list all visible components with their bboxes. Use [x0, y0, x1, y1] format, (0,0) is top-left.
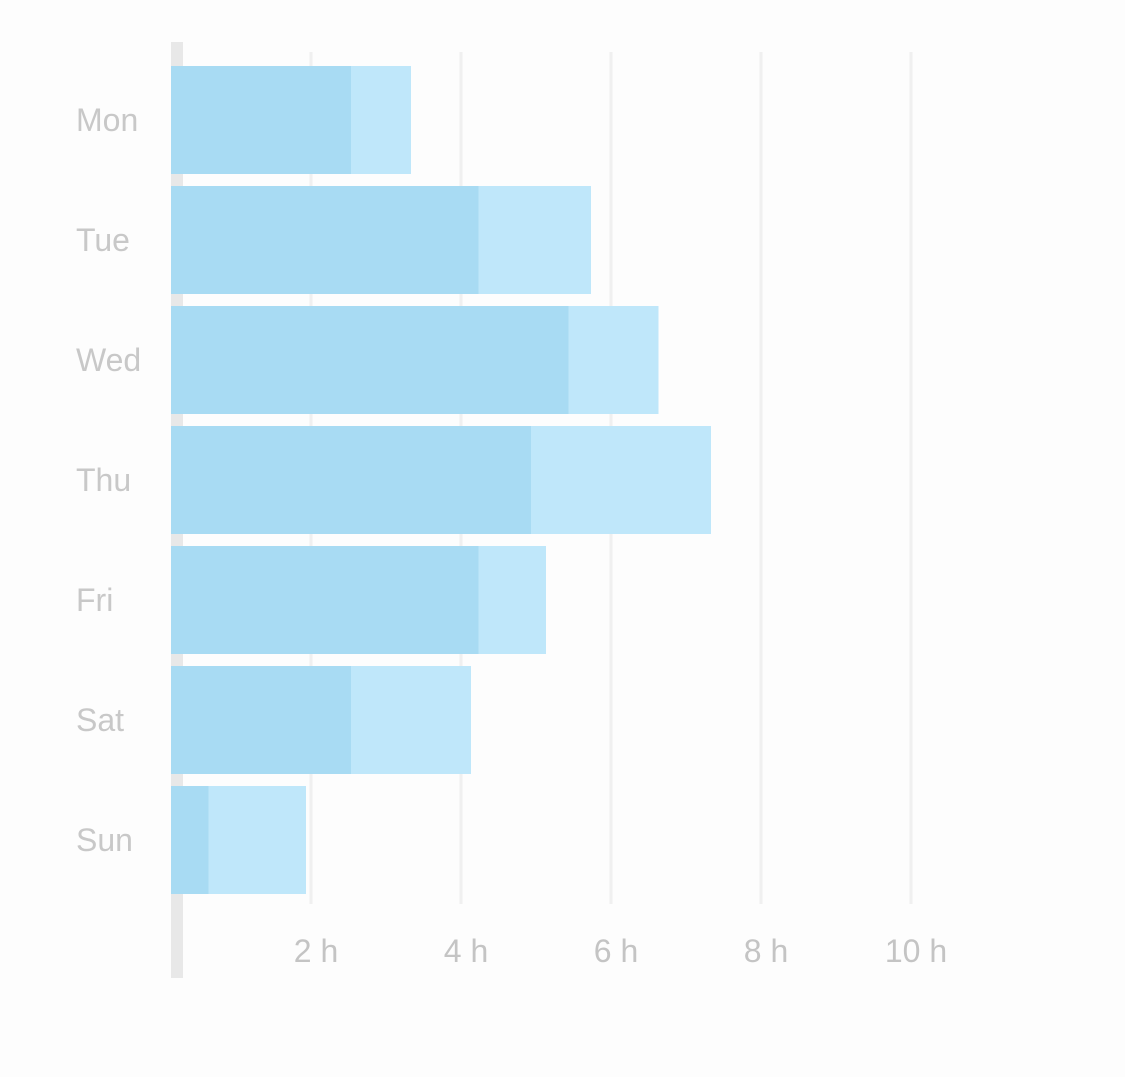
- bar-thu-segment-1: [171, 426, 531, 534]
- bar-wed-segment-2: [568, 306, 659, 414]
- bar-sat-segment-1: [171, 666, 351, 774]
- bar-sat-segment-2: [351, 666, 471, 774]
- x-tick-label-2: 2 h: [294, 933, 338, 969]
- category-label-tue: Tue: [76, 222, 130, 258]
- bar-sun-segment-2: [208, 786, 306, 894]
- bar-mon-segment-1: [171, 66, 351, 174]
- bars: [171, 66, 711, 894]
- category-label-mon: Mon: [76, 102, 138, 138]
- bar-sun-segment-1: [171, 786, 209, 894]
- category-label-sun: Sun: [76, 822, 133, 858]
- x-tick-label-6: 6 h: [594, 933, 638, 969]
- bar-fri-segment-2: [478, 546, 546, 654]
- bar-wed-segment-1: [171, 306, 569, 414]
- x-tick-label-4: 4 h: [444, 933, 488, 969]
- x-tick-labels: 2 h 4 h 6 h 8 h 10 h: [294, 933, 947, 969]
- category-labels: Mon Tue Wed Thu Fri Sat Sun: [76, 102, 141, 858]
- category-label-wed: Wed: [76, 342, 141, 378]
- category-label-fri: Fri: [76, 582, 113, 618]
- category-label-thu: Thu: [76, 462, 131, 498]
- x-tick-label-8: 8 h: [744, 933, 788, 969]
- bar-tue-segment-2: [478, 186, 591, 294]
- bar-mon-segment-2: [351, 66, 411, 174]
- x-tick-label-10: 10 h: [885, 933, 947, 969]
- category-label-sat: Sat: [76, 702, 124, 738]
- bar-tue-segment-1: [171, 186, 479, 294]
- bar-thu-segment-2: [531, 426, 711, 534]
- bar-fri-segment-1: [171, 546, 479, 654]
